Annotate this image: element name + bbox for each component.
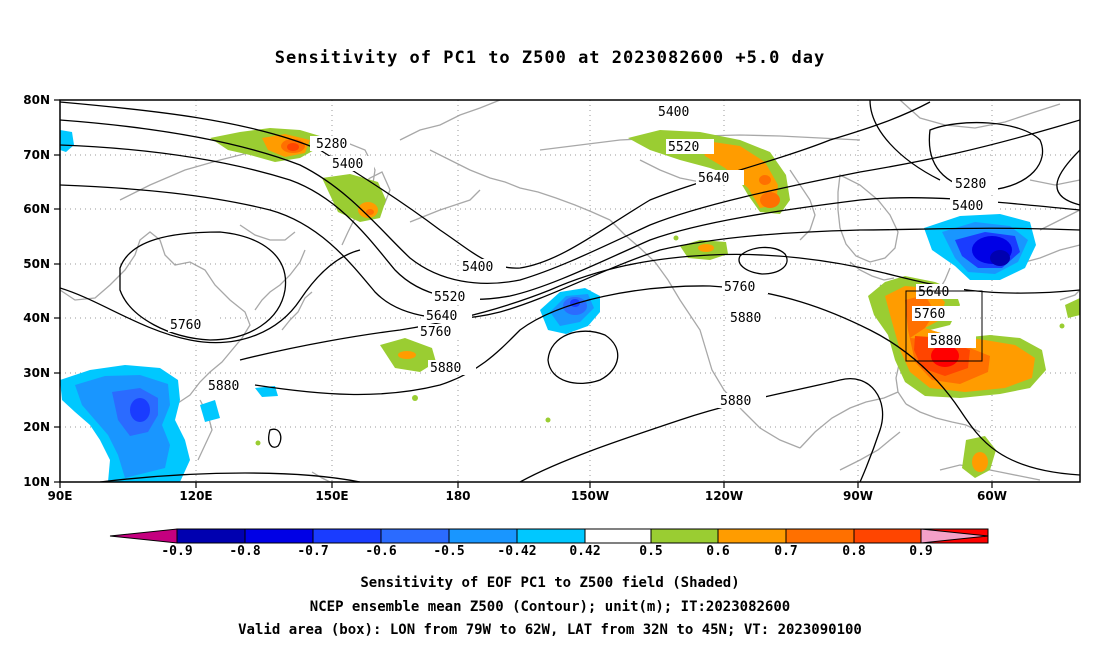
svg-text:5760: 5760 bbox=[724, 280, 755, 295]
lon-tick: 150E bbox=[315, 489, 348, 503]
contour-label-5400-d: 5400 bbox=[952, 199, 983, 214]
contour-label-5880-a: 5880 bbox=[208, 379, 239, 394]
colorbar-label: 0.8 bbox=[842, 544, 866, 559]
colorbar-swatch bbox=[448, 528, 518, 544]
colorbar-swatch bbox=[312, 528, 382, 544]
lat-tick: 30N bbox=[23, 366, 50, 380]
chart-title: Sensitivity of PC1 to Z500 at 2023082600… bbox=[274, 48, 826, 68]
contour-label-5640-b: 5640 bbox=[426, 309, 457, 324]
colorbar-label: 0.5 bbox=[639, 544, 663, 559]
lon-tick: 90E bbox=[48, 489, 73, 503]
contour-label-5640-c: 5640 bbox=[918, 285, 949, 300]
contour-label-5880-b: 5880 bbox=[930, 334, 961, 349]
lat-tick: 60N bbox=[23, 202, 50, 216]
lat-tick: 50N bbox=[23, 257, 50, 271]
colorbar-label: 0.6 bbox=[706, 544, 730, 559]
valid-area-box bbox=[905, 290, 983, 362]
lon-tick: 90W bbox=[843, 489, 873, 503]
contour-label-5880-d: 5880 bbox=[720, 394, 751, 409]
map-frame bbox=[59, 99, 1081, 483]
contour-label-5760-a: 5760 bbox=[170, 318, 201, 333]
colorbar-swatch bbox=[785, 528, 855, 544]
contour-label-5760-b: 5760 bbox=[420, 325, 451, 340]
lon-tick: 180 bbox=[445, 489, 470, 503]
colorbar-label: -0.9 bbox=[161, 544, 193, 559]
contour-label-5520-a: 5520 bbox=[668, 140, 699, 155]
colorbar-label: -0.42 bbox=[497, 544, 537, 559]
colorbar-label: 0.9 bbox=[909, 544, 933, 559]
lon-axis: 90E 120E 150E 180 150W 120W 90W 60W bbox=[48, 489, 1007, 503]
colorbar-swatch bbox=[380, 528, 450, 544]
caption-line-2: NCEP ensemble mean Z500 (Contour); unit(… bbox=[309, 599, 791, 615]
contour-labels: 5280 5400 5400 5520 5640 5280 5400 5400 … bbox=[168, 104, 998, 409]
contour-label-5760-c: 5760 bbox=[914, 307, 945, 322]
colorbar-swatch bbox=[109, 528, 178, 544]
caption-line-3: Valid area (box): LON from 79W to 62W, L… bbox=[238, 622, 862, 638]
contour-label-5280-a: 5280 bbox=[316, 137, 347, 152]
colorbar-swatch bbox=[853, 528, 922, 544]
colorbar-label: -0.8 bbox=[229, 544, 261, 559]
colorbar bbox=[109, 528, 989, 544]
contour-label-5400-b: 5400 bbox=[462, 260, 493, 275]
colorbar-label: 0.42 bbox=[569, 544, 601, 559]
colorbar-swatch bbox=[920, 528, 989, 544]
colorbar-swatch bbox=[516, 528, 586, 544]
contour-label-5400-a: 5400 bbox=[332, 157, 363, 172]
contour-label-5520-b: 5520 bbox=[434, 290, 465, 305]
lon-tick: 120W bbox=[705, 489, 743, 503]
colorbar-swatch bbox=[244, 528, 314, 544]
contour-label-5880-c: 5880 bbox=[430, 361, 461, 376]
lon-tick: 120E bbox=[179, 489, 212, 503]
lon-tick: 60W bbox=[977, 489, 1007, 503]
lat-tick: 70N bbox=[23, 148, 50, 162]
colorbar-label: -0.5 bbox=[433, 544, 465, 559]
lat-tick: 80N bbox=[23, 93, 50, 107]
contour-label-5280-b: 5280 bbox=[955, 177, 986, 192]
colorbar-label: -0.7 bbox=[297, 544, 329, 559]
caption-line-1: Sensitivity of EOF PC1 to Z500 field (Sh… bbox=[360, 575, 740, 591]
colorbar-label: 0.7 bbox=[774, 544, 798, 559]
lon-tick: 150W bbox=[571, 489, 609, 503]
lat-tick: 40N bbox=[23, 311, 50, 325]
lat-tick: 10N bbox=[23, 475, 50, 489]
lat-axis: 80N 70N 60N 50N 40N 30N 20N 10N bbox=[23, 93, 50, 489]
svg-text:5880: 5880 bbox=[730, 311, 761, 326]
contour-label-5400-c: 5400 bbox=[658, 105, 689, 120]
colorbar-swatch bbox=[650, 528, 719, 544]
contour-label-5640-a: 5640 bbox=[698, 171, 729, 186]
colorbar-label: -0.6 bbox=[365, 544, 397, 559]
colorbar-swatch bbox=[176, 528, 246, 544]
z500-contours bbox=[60, 100, 1080, 482]
colorbar-swatch bbox=[584, 528, 652, 544]
lat-tick: 20N bbox=[23, 420, 50, 434]
colorbar-swatch bbox=[717, 528, 787, 544]
